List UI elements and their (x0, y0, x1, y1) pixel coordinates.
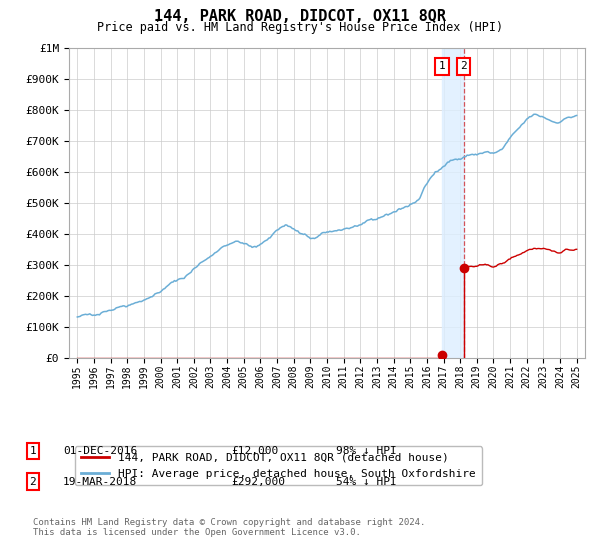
Text: 19-MAR-2018: 19-MAR-2018 (63, 477, 137, 487)
Text: 144, PARK ROAD, DIDCOT, OX11 8QR: 144, PARK ROAD, DIDCOT, OX11 8QR (154, 9, 446, 24)
Text: 1: 1 (439, 61, 446, 71)
Text: £12,000: £12,000 (231, 446, 278, 456)
Text: Contains HM Land Registry data © Crown copyright and database right 2024.
This d: Contains HM Land Registry data © Crown c… (33, 518, 425, 538)
Text: Price paid vs. HM Land Registry's House Price Index (HPI): Price paid vs. HM Land Registry's House … (97, 21, 503, 34)
Text: 1: 1 (29, 446, 37, 456)
Text: 98% ↓ HPI: 98% ↓ HPI (336, 446, 397, 456)
Text: 01-DEC-2016: 01-DEC-2016 (63, 446, 137, 456)
Text: 2: 2 (460, 61, 467, 71)
Text: 54% ↓ HPI: 54% ↓ HPI (336, 477, 397, 487)
Text: 2: 2 (29, 477, 37, 487)
Bar (442, 48, 464, 358)
Text: £292,000: £292,000 (231, 477, 285, 487)
Legend: 144, PARK ROAD, DIDCOT, OX11 8QR (detached house), HPI: Average price, detached : 144, PARK ROAD, DIDCOT, OX11 8QR (detach… (74, 446, 482, 485)
